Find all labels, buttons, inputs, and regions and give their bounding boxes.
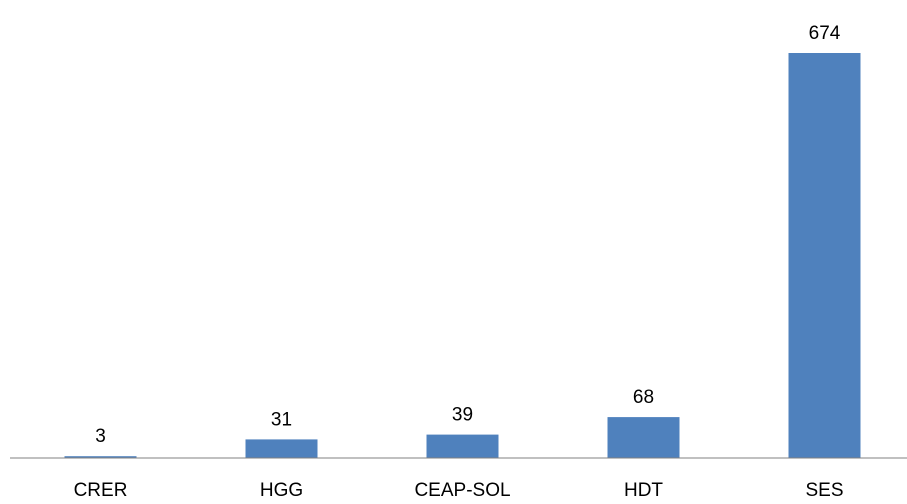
x-tick-labels-layer: CRER HGG CEAP-SOL HDT SES	[74, 480, 844, 501]
x-tick-label-ses: SES	[805, 480, 843, 501]
bar-ceap-sol	[426, 434, 499, 458]
x-tick-label-hgg: HGG	[260, 480, 303, 501]
x-tick-label-crer: CRER	[74, 480, 128, 501]
data-label-ceap-sol: 39	[452, 405, 473, 426]
bar-crer	[64, 456, 137, 458]
data-labels-layer: 3 31 39 68 674	[95, 23, 841, 447]
data-label-hgg: 31	[271, 409, 292, 430]
bar-hgg	[245, 439, 318, 458]
x-tick-label-ceap-sol: CEAP-SOL	[414, 480, 510, 501]
bar-ses	[788, 53, 861, 458]
data-label-crer: 3	[95, 426, 106, 447]
x-tick-label-hdt: HDT	[624, 480, 663, 501]
data-label-hdt: 68	[633, 387, 654, 408]
bar-hdt	[607, 417, 680, 458]
bars-layer	[64, 53, 861, 458]
data-label-ses: 674	[809, 23, 841, 44]
